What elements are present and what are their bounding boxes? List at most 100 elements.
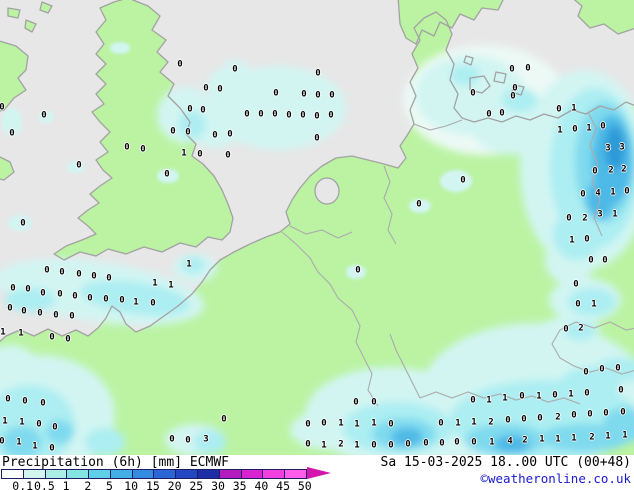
ijsselmeer-lake <box>315 178 339 204</box>
precip-value: 0 <box>200 105 206 116</box>
scale-tick-label: 2 <box>84 479 92 490</box>
precip-value: 0 <box>40 398 46 409</box>
scale-tick-label: 35 <box>232 479 247 490</box>
precip-value: 0 <box>273 88 279 99</box>
precip-value: 1 <box>622 430 628 441</box>
scale-segment <box>176 470 199 478</box>
scale-segment <box>154 470 177 478</box>
precip-value: 0 <box>7 303 13 314</box>
scale-segment <box>23 470 46 478</box>
precip-value: 1 <box>539 434 545 445</box>
precip-value: 1 <box>18 328 24 339</box>
precip-value: 0 <box>329 90 335 101</box>
precip-value: 1 <box>471 417 477 428</box>
precip-value: 0 <box>185 435 191 446</box>
precip-value: 0 <box>314 133 320 144</box>
scale-segment <box>132 470 155 478</box>
precip-value: 0 <box>244 109 250 120</box>
precip-value: 0 <box>388 419 394 430</box>
precip-value: 0 <box>258 109 264 120</box>
precip-value: 0 <box>552 390 558 401</box>
precip-value: 0 <box>187 104 193 115</box>
precip-value: 1 <box>2 416 8 427</box>
precip-value: 1 <box>455 418 461 429</box>
precip-value: 0 <box>76 269 82 280</box>
precip-value: 3 <box>619 142 625 153</box>
precip-value: 0 <box>566 213 572 224</box>
precip-value: 2 <box>555 412 561 423</box>
precip-value: 0 <box>584 388 590 399</box>
precip-value: 0 <box>106 273 112 284</box>
precip-value: 0 <box>573 279 579 290</box>
precip-value: 0 <box>470 395 476 406</box>
precip-value: 1 <box>181 148 187 159</box>
precip-value: 0 <box>40 288 46 299</box>
precip-value: 0 <box>470 88 476 99</box>
precip-value: 0 <box>169 434 175 445</box>
precip-value: 1 <box>168 280 174 291</box>
precip-value: 0 <box>588 255 594 266</box>
precip-value: 1 <box>19 417 25 428</box>
precip-value: 2 <box>338 439 344 450</box>
precip-value: 0 <box>164 169 170 180</box>
scale-segment <box>241 470 264 478</box>
precip-value: 0 <box>49 332 55 343</box>
scale-tick-label: 25 <box>189 479 204 490</box>
copyright-link[interactable]: ©weatheronline.co.uk <box>480 471 631 486</box>
precip-value: 0 <box>140 144 146 155</box>
precip-value: 0 <box>197 149 203 160</box>
precip-value: 0 <box>572 124 578 135</box>
precip-value: 1 <box>371 418 377 429</box>
scale-segment <box>110 470 133 478</box>
precip-value: 0 <box>232 64 238 75</box>
scale-tick-label: 0.5 <box>34 479 55 490</box>
precip-value: 0 <box>315 90 321 101</box>
precip-value: 0 <box>170 126 176 137</box>
precip-value: 1 <box>571 103 577 114</box>
precip-value: 0 <box>321 418 327 429</box>
precip-value: 3 <box>605 143 611 154</box>
precip-value: 0 <box>620 407 626 418</box>
precip-value: 0 <box>36 419 42 430</box>
precip-value: 0 <box>0 436 5 447</box>
scale-tick-label: 20 <box>167 479 182 490</box>
scale-segment <box>89 470 111 478</box>
precip-value: 1 <box>152 278 158 289</box>
precip-value: 3 <box>203 434 209 445</box>
scale-segment <box>285 470 306 478</box>
precip-value: 0 <box>59 267 65 278</box>
precip-value: 2 <box>589 432 595 443</box>
precip-value: 0 <box>519 391 525 402</box>
precip-value: 0 <box>227 129 233 140</box>
scale-tick-label: 40 <box>254 479 269 490</box>
precip-value: 0 <box>460 175 466 186</box>
scale-tick-label: 45 <box>276 479 291 490</box>
color-scale-bar <box>1 469 307 479</box>
precip-value: 0 <box>438 418 444 429</box>
precip-value: 0 <box>91 271 97 282</box>
precip-value: 0 <box>314 111 320 122</box>
precip-value: 0 <box>185 127 191 138</box>
legend-bar: Precipitation (6h) [mm] ECMWF Sa 15-03-2… <box>0 455 634 490</box>
precip-value: 1 <box>489 437 495 448</box>
scale-tick-label: 10 <box>124 479 139 490</box>
precip-value: 0 <box>592 166 598 177</box>
scale-segment <box>219 470 242 478</box>
precip-value: 0 <box>328 110 334 121</box>
precip-value: 0 <box>305 439 311 450</box>
precip-value: 2 <box>621 164 627 175</box>
precip-value: 0 <box>423 438 429 449</box>
precip-value: 0 <box>57 289 63 300</box>
precip-value: 0 <box>301 89 307 100</box>
precip-value: 1 <box>321 440 327 451</box>
scale-segment <box>2 470 24 478</box>
scale-tick-label: 15 <box>145 479 160 490</box>
scale-segment <box>263 470 286 478</box>
model-label: ECMWF <box>189 455 229 470</box>
precip-value: 1 <box>354 440 360 451</box>
color-scale-labels: 0.1 0.5 1 2 5 10 15 20 25 30 35 40 45 50 <box>0 479 340 490</box>
precip-value: 0 <box>486 109 492 120</box>
precip-value: 0 <box>355 265 361 276</box>
precip-value: 0 <box>0 102 5 113</box>
precip-value: 0 <box>537 413 543 424</box>
